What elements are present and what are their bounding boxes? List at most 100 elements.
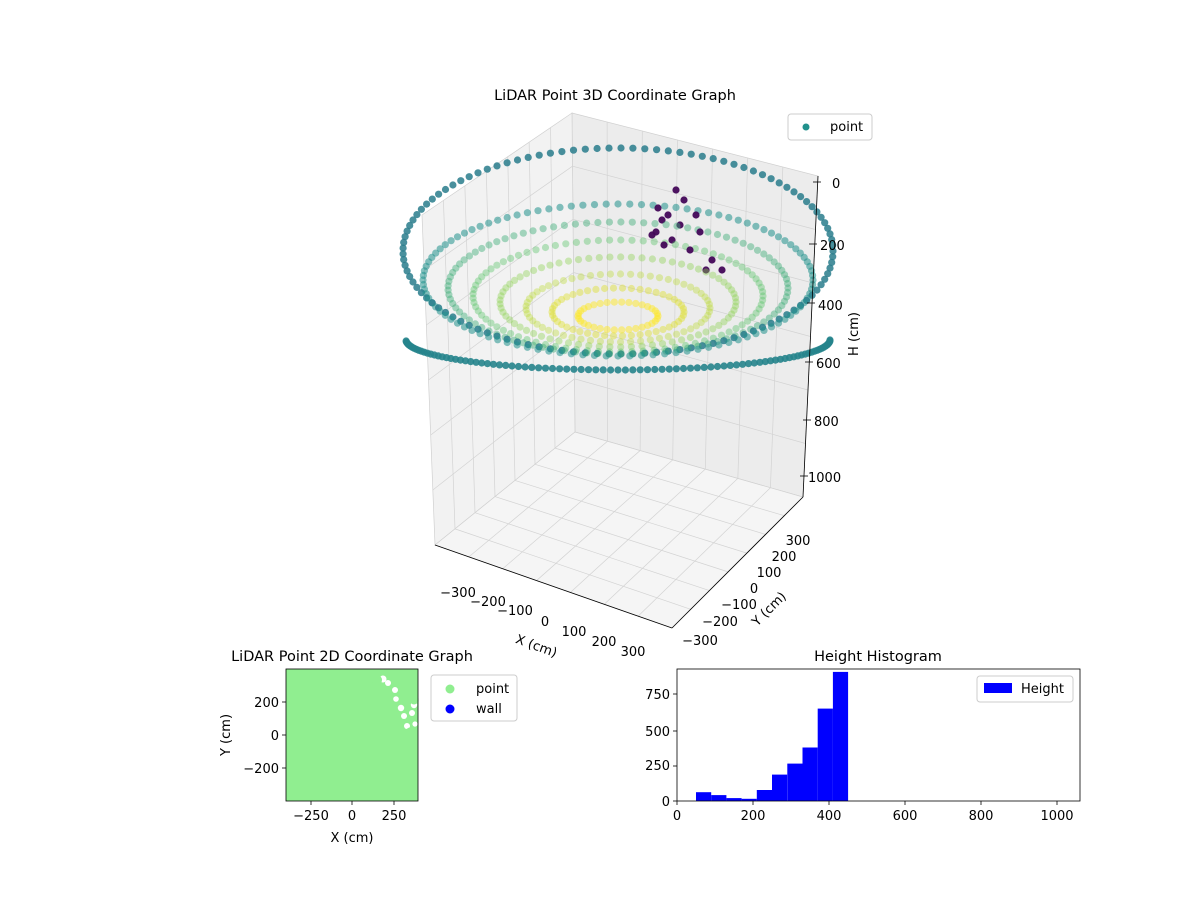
data-point-3d: [499, 258, 507, 266]
data-point-3d: [665, 323, 673, 331]
data-point-3d: [670, 320, 679, 329]
data-point-3d: [627, 331, 636, 340]
data-point-3d: [523, 343, 532, 351]
data-point-3d: [686, 246, 694, 254]
data-point-3d: [545, 326, 553, 334]
data-point-3d: [409, 278, 417, 286]
data-point-3d: [674, 318, 683, 326]
y-tick-label: −200: [243, 762, 279, 777]
data-point-3d: [671, 241, 680, 249]
data-point-3d: [738, 321, 746, 329]
data-point-3d: [664, 211, 672, 219]
data-point-3d: [596, 299, 604, 308]
data-point-3d: [447, 315, 455, 323]
data-point-3d: [549, 311, 557, 319]
data-point-3d: [494, 216, 502, 224]
x-tick-label: 800: [969, 809, 994, 824]
data-point-3d: [676, 221, 684, 229]
data-point-3d: [668, 338, 676, 346]
data-point-3d: [521, 363, 529, 371]
data-point-3d: [617, 144, 625, 152]
data-point-3d: [606, 236, 614, 244]
data-point-3d: [627, 338, 635, 346]
data-point-3d: [828, 258, 836, 266]
data-point-3d: [496, 300, 504, 308]
data-point-3d: [614, 200, 622, 208]
data-point-3d: [694, 265, 703, 273]
data-point-3d: [672, 203, 680, 211]
data-point-3d: [821, 219, 829, 227]
data-point-3d: [508, 362, 516, 370]
data-point-3d: [803, 198, 811, 206]
data-point-3d: [533, 288, 541, 296]
data-point-3d: [474, 277, 482, 285]
data-point-3d: [702, 328, 710, 336]
data-point-3d: [755, 279, 763, 287]
histogram-bar: [756, 790, 772, 801]
data-point-3d: [590, 201, 599, 209]
data-point-3d: [525, 295, 534, 303]
data-point-3d: [720, 278, 728, 286]
data-point-3d: [739, 360, 747, 368]
z-tick-label: 1000: [808, 471, 841, 486]
y-axis-label-2d: Y (cm): [219, 714, 234, 757]
data-point-3d: [767, 323, 776, 331]
x-tick-label: 100: [562, 625, 587, 640]
x-axis-label-2d: X (cm): [331, 831, 374, 846]
data-point-3d: [513, 156, 522, 164]
data-point-3d: [499, 308, 507, 316]
data-point-3d: [510, 320, 519, 328]
data-point-3d: [456, 260, 464, 268]
data-point-3d: [757, 301, 765, 309]
data-point-3d: [546, 149, 555, 157]
data-point-3d: [664, 332, 672, 341]
data-point-3d: [569, 146, 578, 154]
data-point-3d: [817, 213, 825, 221]
data-point-3d: [679, 364, 688, 373]
data-point-3d: [535, 364, 543, 372]
data-point-3d: [672, 278, 681, 286]
data-point-3d: [728, 310, 736, 318]
data-point-3d: [595, 342, 603, 350]
data-point-3d: [659, 290, 667, 299]
data-point-3d: [469, 294, 477, 302]
data-point-3d: [545, 205, 553, 213]
data-point-3d: [744, 317, 752, 325]
data-point-3d: [577, 365, 585, 374]
data-point-3d: [444, 286, 452, 294]
data-point-3d: [506, 280, 514, 288]
x-tick-label: 0: [348, 809, 356, 824]
data-point-3d: [638, 301, 646, 309]
data-point-3d: [756, 358, 764, 366]
data-point-3d: [700, 363, 708, 371]
data-point-3d: [828, 236, 836, 244]
z-axis-label-3d: H (cm): [847, 312, 862, 356]
data-point-3d: [747, 243, 755, 251]
data-point-3d: [760, 250, 768, 258]
data-point-3d: [594, 236, 603, 245]
data-point-3d: [618, 284, 627, 292]
data-point-3d: [579, 351, 587, 359]
histogram-bar: [741, 798, 757, 801]
data-point-3d: [472, 281, 480, 289]
legend-histogram: Height: [976, 675, 1074, 703]
data-point-3d: [556, 203, 564, 211]
x-tick-label: −100: [497, 604, 533, 619]
data-point-3d: [761, 358, 769, 366]
data-point-3d: [770, 310, 778, 318]
data-point-3d: [770, 258, 778, 266]
data-point-3d: [522, 326, 531, 334]
data-point-3d: [782, 275, 791, 283]
data-point-3d: [548, 364, 557, 373]
data-point-3d: [625, 325, 633, 334]
data-point-3d: [660, 241, 668, 249]
data-point-3d: [476, 330, 484, 338]
data-point-3d: [652, 288, 660, 296]
data-point-3d: [648, 341, 657, 349]
plot-area-2d: [286, 669, 418, 801]
data-point-3d: [590, 323, 598, 331]
data-point-3d: [423, 200, 431, 208]
data-point-3d: [545, 347, 553, 355]
data-point-3d: [449, 268, 457, 277]
